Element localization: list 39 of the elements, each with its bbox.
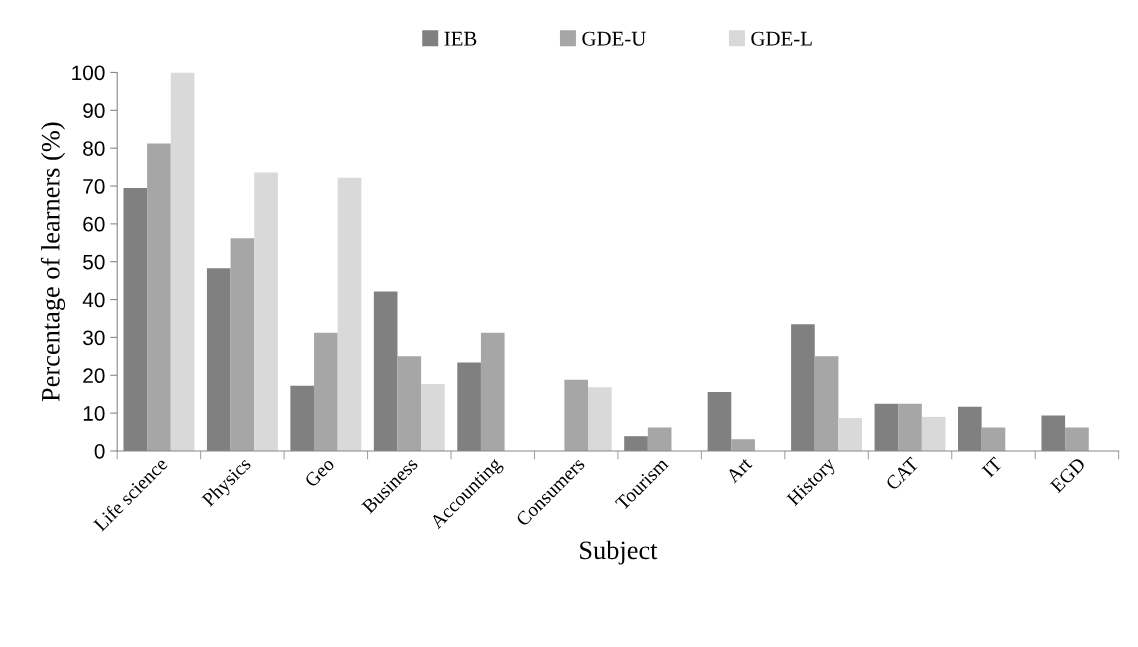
bar	[397, 356, 422, 451]
y-tick-label: 100	[72, 65, 105, 81]
bar	[588, 387, 612, 451]
x-tick-label: IT	[981, 456, 1003, 478]
bar	[564, 379, 589, 451]
x-tick-label: Geo	[303, 456, 335, 488]
bar	[254, 172, 278, 451]
bar	[421, 383, 445, 451]
bar	[814, 356, 839, 451]
bar	[838, 418, 863, 451]
y-tick-label: 60	[83, 216, 105, 232]
y-tick-label: 0	[94, 443, 105, 459]
bar	[898, 403, 922, 451]
bar	[921, 416, 946, 451]
bar	[480, 332, 505, 451]
y-tick-label: 70	[83, 179, 105, 194]
legend-label: GDE-U	[582, 31, 646, 46]
y-tick-label: 90	[83, 103, 105, 119]
x-tick-label: Art	[725, 456, 753, 484]
bar	[647, 427, 672, 451]
legend-label: GDE-L	[751, 31, 812, 46]
y-tick-label: 40	[82, 292, 105, 308]
x-axis-title: Subject	[580, 540, 658, 565]
bar	[981, 427, 1006, 451]
y-tick-label: 20	[83, 368, 105, 384]
bar	[147, 143, 171, 451]
y-tick-label: 10	[83, 406, 105, 421]
bar	[731, 439, 755, 451]
bar	[337, 177, 362, 451]
y-tick-label: 50	[83, 254, 105, 270]
y-tick-label: 30	[83, 330, 105, 346]
bar	[230, 238, 255, 451]
legend-label: IEB	[444, 31, 477, 46]
y-axis-title: Percentage of learners (%)	[40, 122, 66, 402]
bar	[314, 332, 338, 451]
y-tick-label: 80	[83, 141, 105, 156]
bar	[1065, 427, 1089, 451]
x-tick-label: CAT	[885, 456, 920, 491]
bar	[170, 72, 195, 451]
